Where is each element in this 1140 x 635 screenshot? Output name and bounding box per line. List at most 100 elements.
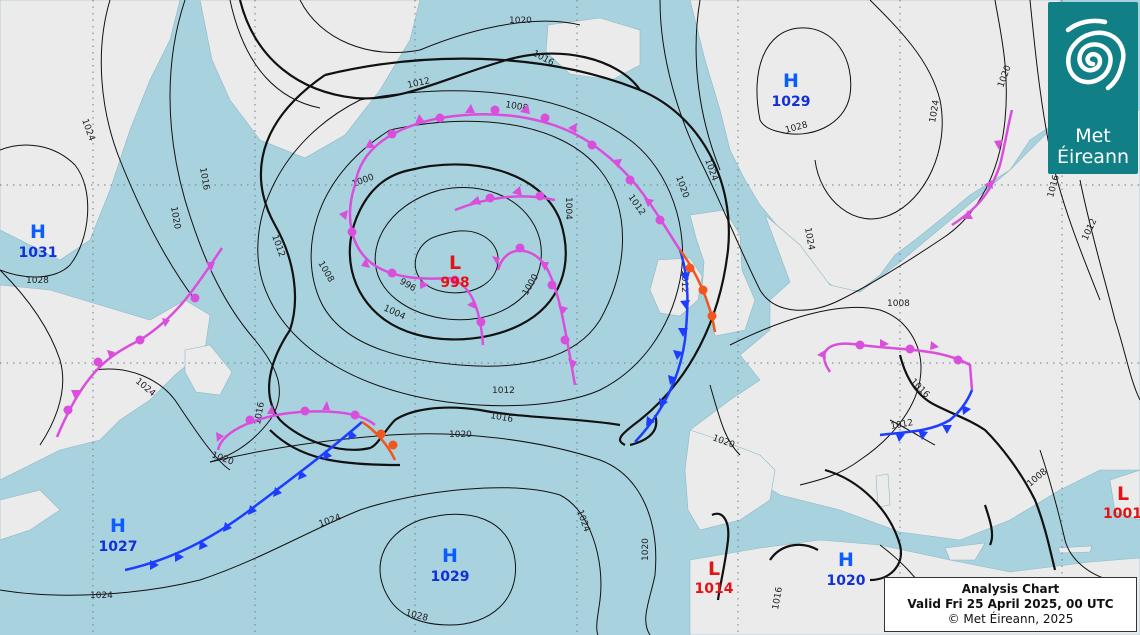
occluded-front-sweden — [951, 109, 1014, 227]
isobar-label: 1016 — [489, 411, 514, 425]
sicily — [944, 542, 986, 561]
logo-line-2: Éireann — [1056, 146, 1130, 168]
isobar-1028-west — [0, 144, 89, 278]
low-symbol: L — [708, 558, 720, 580]
great-britain — [689, 209, 756, 337]
isobar-1008-east — [1039, 449, 1111, 581]
isobar-1016 — [259, 57, 730, 451]
met-eireann-swirl-icon — [1065, 18, 1126, 91]
low-pressure-centre: L 998 — [440, 252, 469, 291]
copyright: © Met Éireann, 2025 — [947, 612, 1074, 626]
occluded-fronts — [55, 109, 1014, 451]
pressure-value: 1001 — [1103, 506, 1140, 522]
isobar-label: 1016 — [771, 586, 785, 611]
pressure-value: 1029 — [772, 94, 811, 110]
pressure-value: 1029 — [431, 569, 470, 585]
isobar-1012-alps — [889, 419, 936, 446]
high-pressure-centre: H 1027 — [99, 515, 138, 555]
high-pressure-centre: H 1029 — [772, 70, 811, 110]
isobar-1012-spain — [711, 512, 730, 601]
isobar-1012-east — [1079, 179, 1140, 401]
logo-name: Met Éireann — [1048, 126, 1138, 168]
sardinia — [875, 473, 891, 508]
isobar-label: 1004 — [563, 197, 573, 220]
isobar-1028-scand — [756, 27, 852, 135]
met-eireann-logo: Met Éireann — [1048, 2, 1138, 174]
isobar-1016-med — [769, 468, 903, 582]
occluded-front-symbols — [63, 104, 1003, 442]
high-pressure-centre: H 1020 — [827, 549, 866, 589]
pressure-value: 998 — [440, 275, 469, 291]
isobar-1024-canada — [94, 368, 231, 471]
isobar-1016-iceland — [238, 0, 641, 100]
isobar-996 — [414, 230, 499, 294]
pressure-value: 1020 — [827, 573, 866, 589]
isobar-1020-west — [169, 0, 280, 463]
high-symbol: H — [442, 545, 458, 567]
north-america-south — [0, 489, 61, 541]
isobar-1012-greece — [983, 504, 994, 546]
isobar-1024-west — [100, 0, 196, 301]
cold-front-symbols — [150, 272, 971, 570]
isobar-label: 1020 — [509, 16, 532, 26]
crete — [1057, 545, 1093, 554]
high-pressure-centre: H 1029 — [431, 545, 470, 585]
isobar-1028-ocean — [379, 513, 517, 626]
low-pressure-centre: L 1001 — [1103, 483, 1140, 522]
high-symbol: H — [783, 70, 799, 92]
turkey — [1109, 469, 1140, 521]
chart-title: Analysis Chart — [961, 582, 1060, 596]
isobar-label: 1024 — [802, 227, 816, 252]
canada-east — [0, 284, 211, 481]
high-symbol: H — [30, 221, 46, 243]
isobar-1020-iceland — [299, 0, 581, 54]
isobar-1004 — [348, 163, 567, 341]
newfoundland — [184, 344, 233, 396]
isobar-label: 1028 — [26, 276, 49, 286]
isobar-1020-ocean — [209, 433, 657, 635]
high-pressure-centre: H 1031 — [19, 221, 58, 261]
isobar-1024-nfld — [0, 269, 64, 446]
warm-front-symbols — [376, 263, 717, 450]
canada-baffin — [0, 0, 181, 261]
pressure-value: 1027 — [99, 539, 138, 555]
pressure-value: 1031 — [19, 245, 58, 261]
high-symbol: H — [110, 515, 126, 537]
isobar-label: 1012 — [679, 270, 689, 293]
isobar-1020-europe — [729, 306, 922, 486]
occluded-front-main — [353, 113, 682, 251]
isobar-label: 1016 — [197, 167, 211, 192]
isobar-label: 1012 — [492, 386, 515, 396]
isobar-1008 — [310, 120, 623, 367]
high-symbol: H — [838, 549, 854, 571]
isobar-label: 1020 — [641, 538, 651, 561]
isobar-label: 1020 — [449, 430, 472, 440]
isobar-label: 1012 — [407, 76, 431, 91]
isobar-label: 1012 — [890, 418, 914, 432]
low-pressure-centre: L 1014 — [695, 558, 734, 597]
low-symbol: L — [449, 252, 461, 274]
isobar-1024-ocean — [0, 487, 602, 635]
isobar-label: 1024 — [928, 99, 942, 124]
isobar-label: 1020 — [168, 206, 182, 231]
isobar-1012-iceland — [229, 0, 321, 109]
logo-line-1: Met — [1075, 125, 1111, 147]
cold-front-alps — [879, 389, 974, 437]
pressure-centres: H 1031 H 1029 H 1027 H 1029 H 1020 L 998… — [19, 70, 1140, 597]
iceland — [545, 17, 641, 81]
isobar-1020-spain — [709, 384, 741, 456]
occluded-front-spiral — [496, 249, 577, 386]
isobar-1020-scand — [659, 0, 1007, 311]
isobar-label: 1024 — [90, 591, 113, 601]
isobar-1024-scand — [695, 0, 943, 220]
isobar-1012 — [257, 90, 684, 407]
pressure-value: 1014 — [695, 581, 734, 597]
isobar-1016-europe — [898, 354, 1057, 571]
chart-title-box: Analysis Chart Valid Fri 25 April 2025, … — [884, 577, 1137, 632]
iberia — [684, 429, 776, 531]
valid-time: Valid Fri 25 April 2025, 00 UTC — [907, 597, 1114, 611]
low-symbol: L — [1117, 483, 1129, 505]
europe-mainland — [689, 109, 1140, 541]
